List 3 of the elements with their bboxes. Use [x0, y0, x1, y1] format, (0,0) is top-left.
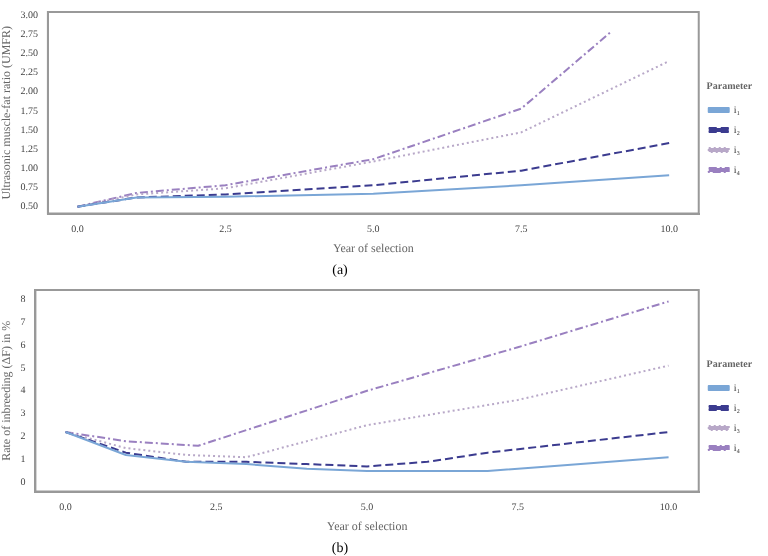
line-series [64, 300, 670, 447]
line-series [76, 31, 611, 208]
line-series [76, 60, 671, 208]
